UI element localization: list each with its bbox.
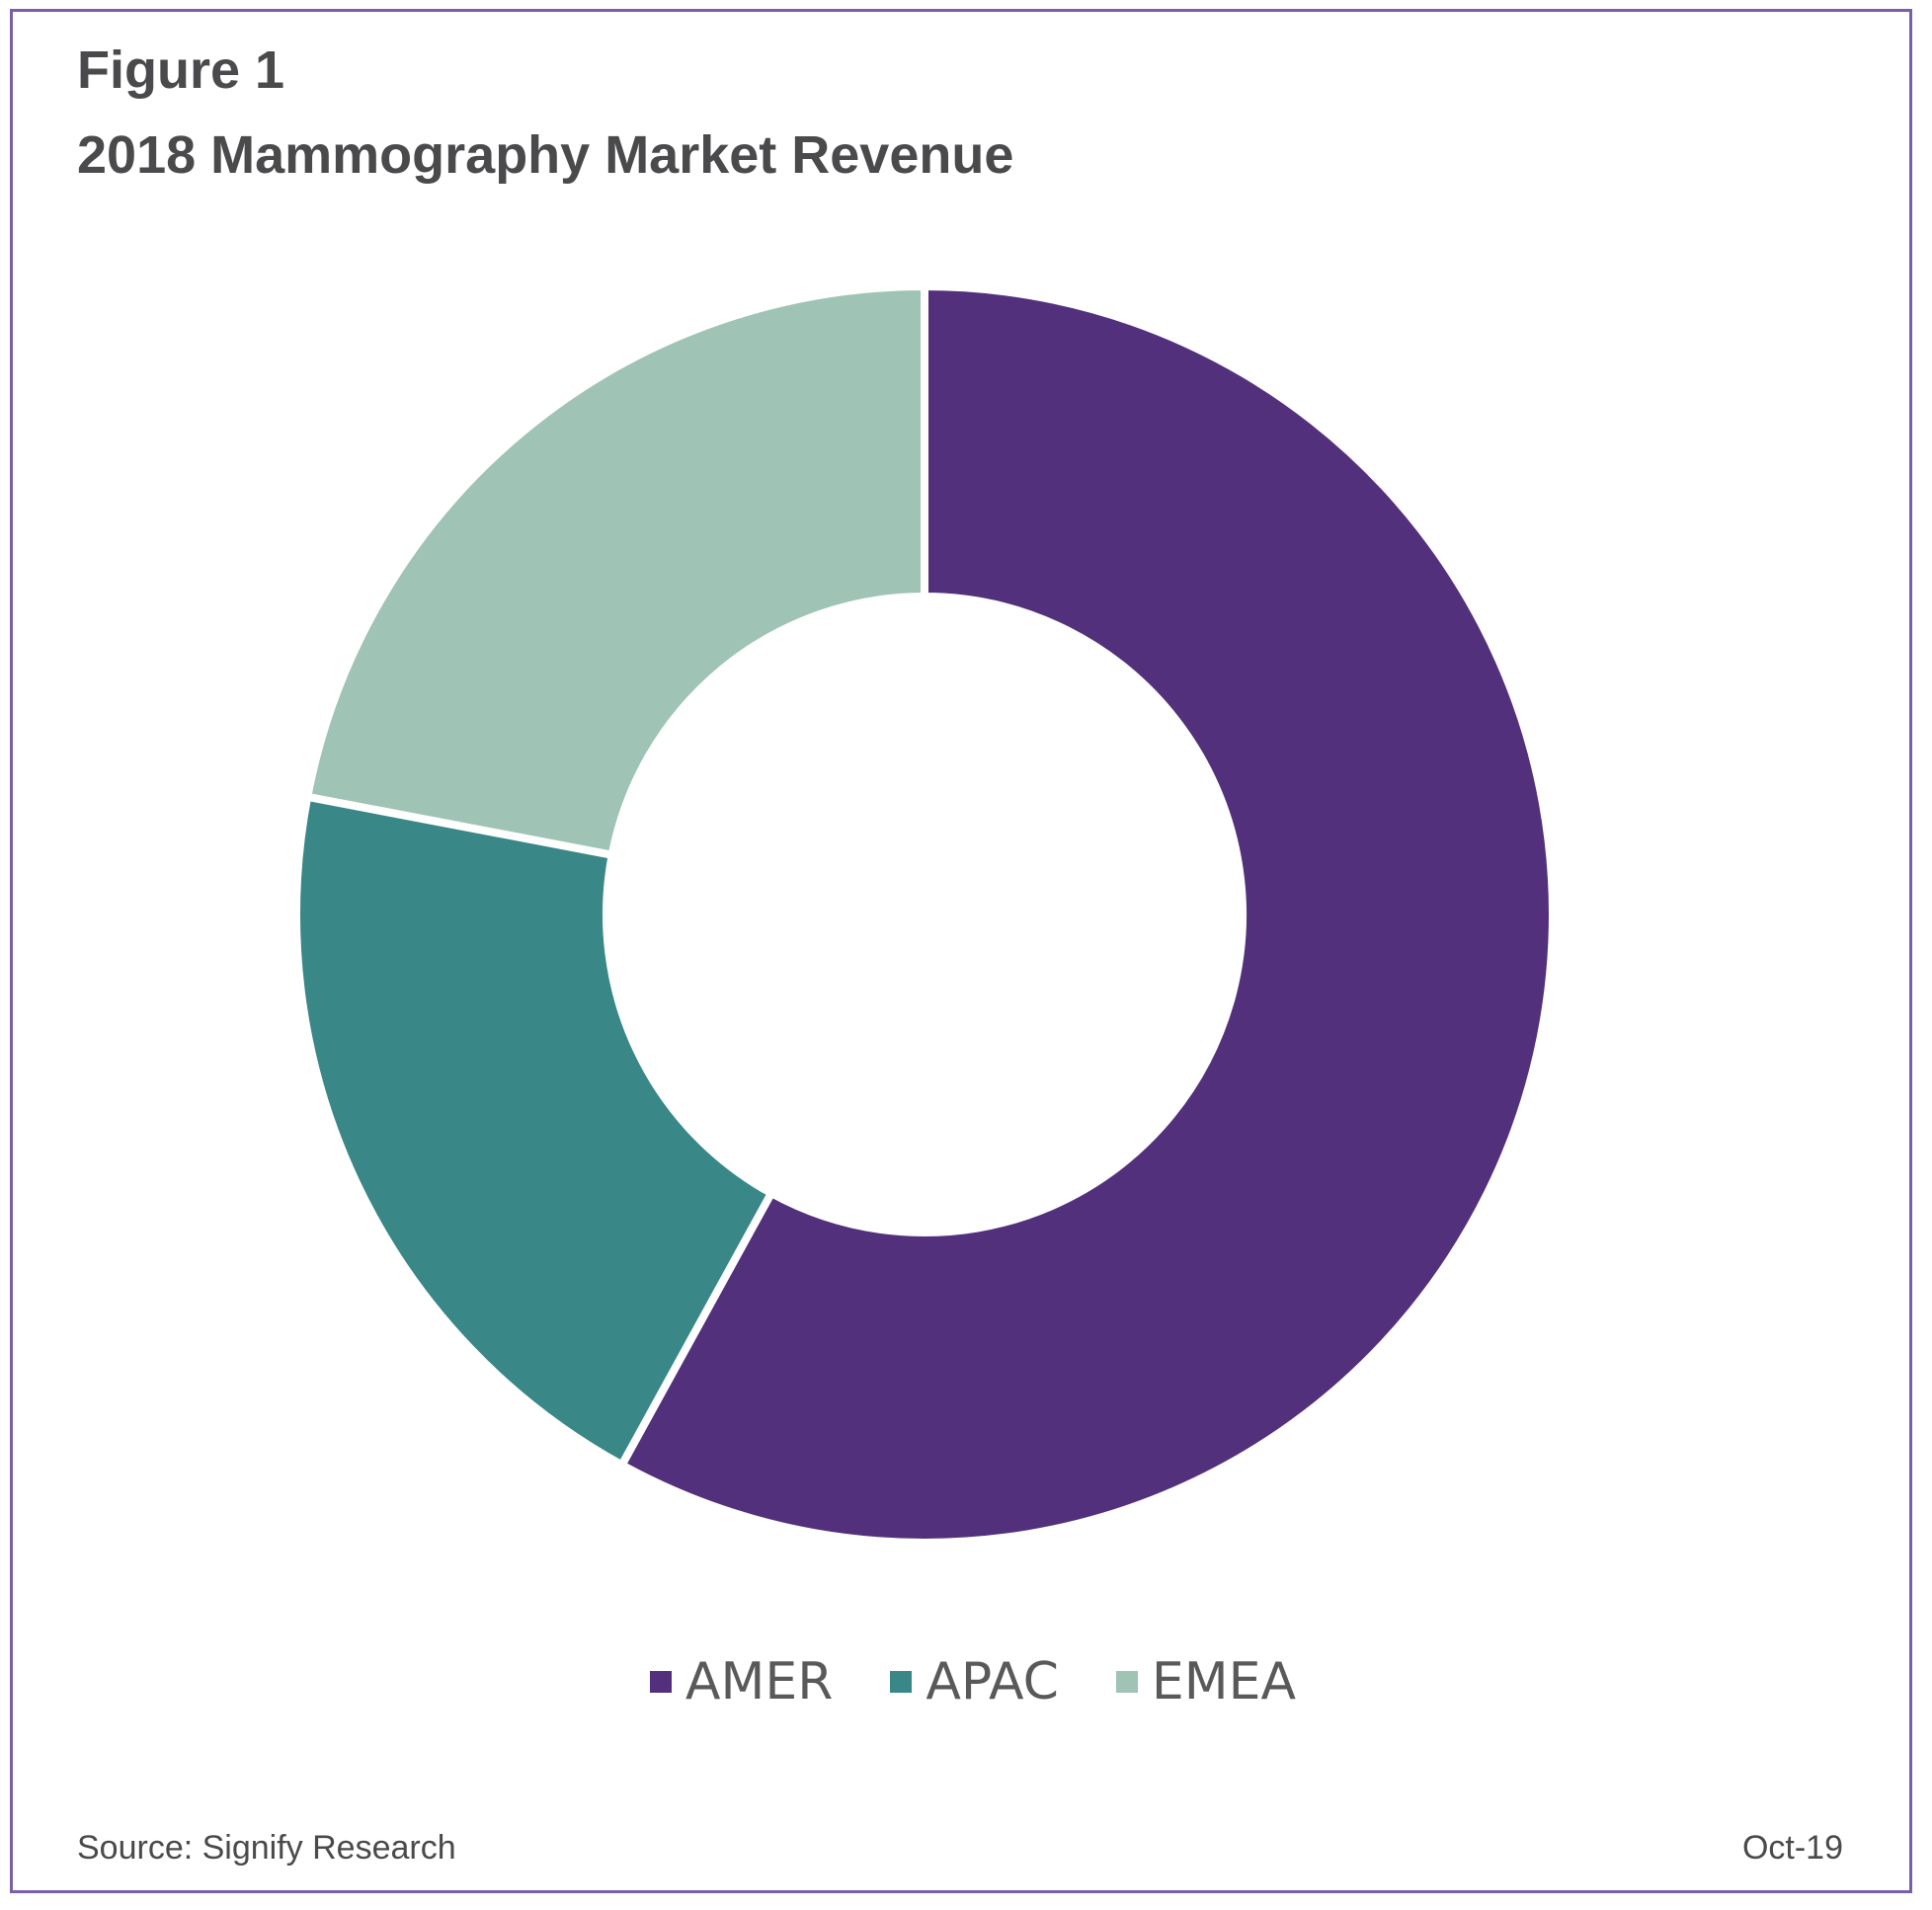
chart-legend: AMER APAC EMEA xyxy=(0,1647,1932,1716)
legend-swatch-apac xyxy=(890,1671,913,1693)
donut-slice-amer xyxy=(616,281,1557,1547)
legend-item-emea: EMEA xyxy=(1115,1652,1297,1711)
figure-frame xyxy=(10,9,1912,1893)
source-note: Source: Signify Research xyxy=(77,1829,456,1867)
date-note: Oct-19 xyxy=(1741,1829,1843,1867)
legend-label-emea: EMEA xyxy=(1151,1652,1297,1711)
figure-label: Figure 1 xyxy=(77,40,285,100)
donut-slice-emea xyxy=(302,281,928,860)
legend-label-amer: AMER xyxy=(684,1652,834,1711)
legend-swatch-amer xyxy=(649,1671,672,1693)
chart-title: 2018 Mammography Market Revenue xyxy=(77,125,1014,185)
legend-swatch-emea xyxy=(1115,1671,1138,1693)
legend-item-apac: APAC xyxy=(890,1652,1059,1711)
legend-label-apac: APAC xyxy=(926,1652,1059,1711)
legend-item-amer: AMER xyxy=(649,1652,834,1711)
donut-slice-apac xyxy=(292,792,777,1471)
